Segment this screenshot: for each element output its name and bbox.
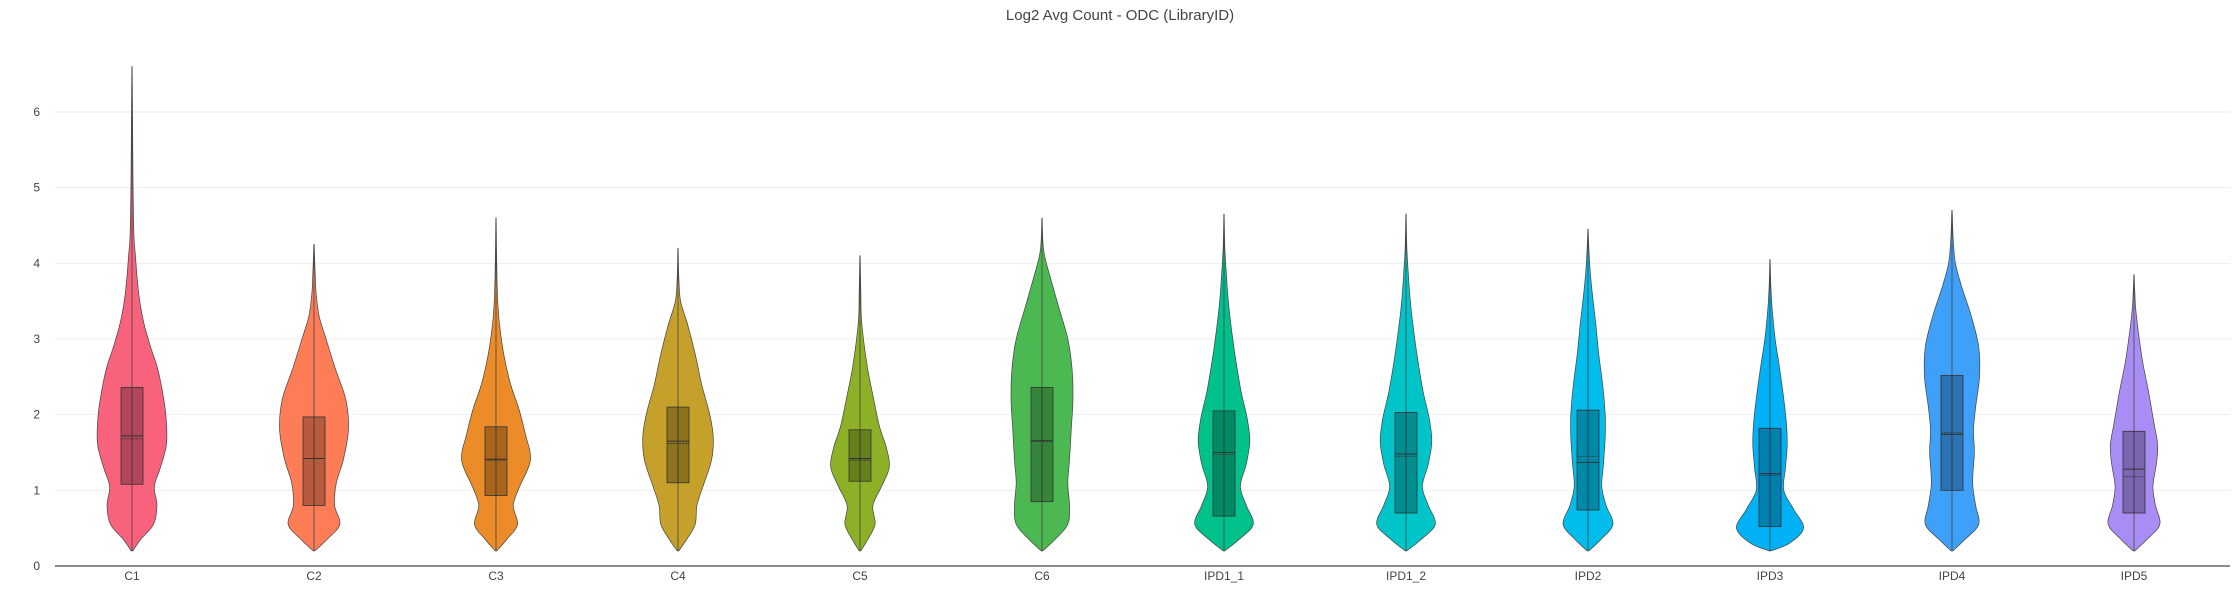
y-gridlines [55,111,2230,491]
y-tick-label: 5 [33,181,40,195]
x-tick-label: C3 [488,569,504,583]
x-tick-label: C4 [670,569,686,583]
violin-IPD4 [1923,210,1981,552]
x-tick-label: IPD4 [1939,569,1966,583]
x-tick-label: C1 [124,569,140,583]
y-tick-label: 6 [33,105,40,119]
y-tick-label: 1 [33,483,40,497]
x-axis-tick-labels: C1 C2 C3 C4 C5 C6 IPD1_1 IPD1_2 IPD2 IPD3 IPD4 IPD5 [124,569,2147,583]
violin-IPD5 [2107,274,2161,552]
iqr-box [1394,411,1418,514]
violin-IPD2 [1562,228,1614,552]
iqr-box [1758,427,1782,528]
x-tick-label: IPD1_2 [1386,569,1426,583]
x-tick-label: IPD2 [1575,569,1602,583]
x-tick-label: C5 [852,569,868,583]
y-tick-label: 2 [33,408,40,422]
violin-IPD1_1 [1194,213,1254,552]
iqr-box [2122,430,2146,514]
iqr-box [666,406,690,484]
violins [96,66,2161,552]
violin-IPD1_2 [1376,213,1436,552]
iqr-box [1576,409,1600,511]
y-axis-tick-labels: 0 1 2 3 4 5 6 [33,105,40,573]
x-tick-label: IPD3 [1757,569,1784,583]
iqr-box [302,416,326,506]
violin-IPD3 [1736,259,1804,552]
chart-title: Log2 Avg Count - ODC (LibraryID) [1006,7,1234,24]
violin-C2 [279,244,349,552]
iqr-box [484,426,508,497]
violin-C3 [461,217,531,552]
x-tick-label: IPD1_1 [1204,569,1244,583]
violin-C1 [96,66,168,552]
x-tick-label: C6 [1034,569,1050,583]
iqr-box [1212,410,1236,517]
iqr-box [848,429,872,482]
y-tick-label: 4 [33,256,40,270]
y-tick-label: 3 [33,332,40,346]
iqr-box [1030,387,1054,503]
violin-C5 [830,255,890,552]
violin-C4 [642,247,714,552]
y-tick-label: 0 [33,559,40,573]
x-tick-label: C2 [306,569,322,583]
x-tick-label: IPD5 [2121,569,2148,583]
violin-C6 [1010,217,1074,552]
